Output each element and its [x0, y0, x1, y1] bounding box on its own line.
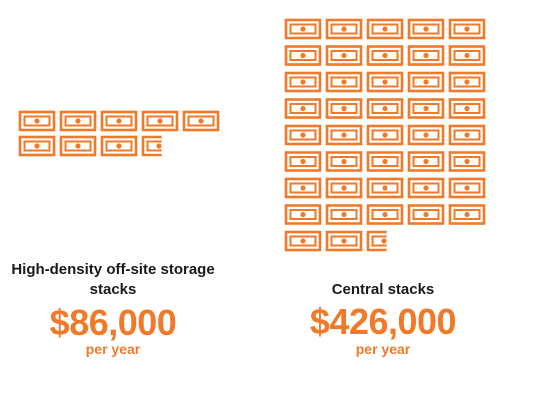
central-banknote-icon — [284, 45, 322, 66]
central-banknote-icon — [366, 71, 404, 93]
offsite-banknote-icon — [18, 110, 56, 132]
central-banknote-icon — [366, 18, 404, 40]
central-banknote-icon — [448, 98, 486, 119]
central-banknote-icon — [366, 98, 404, 119]
central-banknote-icon — [325, 71, 363, 93]
offsite-stacks-unit: per year — [85, 341, 141, 357]
central-banknote-icon — [284, 151, 322, 172]
central-banknote-icon — [284, 71, 322, 93]
offsite-banknote-icon — [141, 110, 179, 132]
central-stacks-unit: per year — [355, 341, 411, 357]
central-banknote-icon — [325, 151, 363, 172]
central-banknote-icon — [407, 98, 445, 119]
central-banknote-icon — [448, 177, 486, 199]
central-banknote-icon — [366, 204, 404, 225]
central-banknote-icon — [448, 204, 486, 225]
central-banknote-icon — [366, 45, 404, 66]
offsite-banknote-icon — [59, 135, 97, 157]
central-banknote-icon — [284, 204, 322, 225]
central-banknote-icon — [407, 71, 445, 93]
central-banknote-icon — [284, 18, 322, 40]
central-banknote-icon — [284, 230, 322, 252]
central-banknote-icon — [325, 204, 363, 225]
central-banknote-icon — [366, 124, 404, 146]
central-stacks-label: Central stacks — [331, 281, 435, 298]
offsite-banknote-icon — [100, 135, 138, 157]
central-banknote-icon — [325, 18, 363, 40]
central-banknote-icon — [284, 124, 322, 146]
offsite-banknote-icon — [100, 110, 138, 132]
central-banknote-icon — [448, 45, 486, 66]
central-banknote-icon — [325, 230, 363, 252]
central-stacks-value: $426,000 — [309, 301, 457, 342]
offsite-banknote-icon — [59, 110, 97, 132]
central-banknote-icon — [325, 177, 363, 199]
central-banknote-icon — [325, 45, 363, 66]
central-banknote-icon — [366, 177, 404, 199]
central-banknote-icon — [325, 98, 363, 119]
offsite-banknote-icon — [182, 110, 220, 132]
central-banknote-icon — [407, 204, 445, 225]
offsite-stacks-value: $86,000 — [49, 302, 177, 343]
central-banknote-icon — [325, 124, 363, 146]
offsite-banknote-icon — [141, 135, 162, 157]
central-banknote-icon — [448, 151, 486, 172]
central-banknote-icon — [366, 230, 387, 252]
offsite-banknote-icon — [18, 135, 56, 157]
offsite-stacks-label: High-density off-site storage stacks — [11, 261, 215, 298]
central-banknote-icon — [448, 124, 486, 146]
central-banknote-icon — [407, 151, 445, 172]
central-banknote-icon — [284, 177, 322, 199]
central-banknote-icon — [448, 18, 486, 40]
offsite-icon-group — [18, 110, 220, 157]
central-banknote-icon — [284, 98, 322, 119]
central-icon-group — [284, 18, 486, 252]
central-banknote-icon — [448, 71, 486, 93]
central-banknote-icon — [407, 124, 445, 146]
central-banknote-icon — [366, 151, 404, 172]
central-banknote-icon — [407, 177, 445, 199]
central-banknote-icon — [407, 45, 445, 66]
central-banknote-icon — [407, 18, 445, 40]
